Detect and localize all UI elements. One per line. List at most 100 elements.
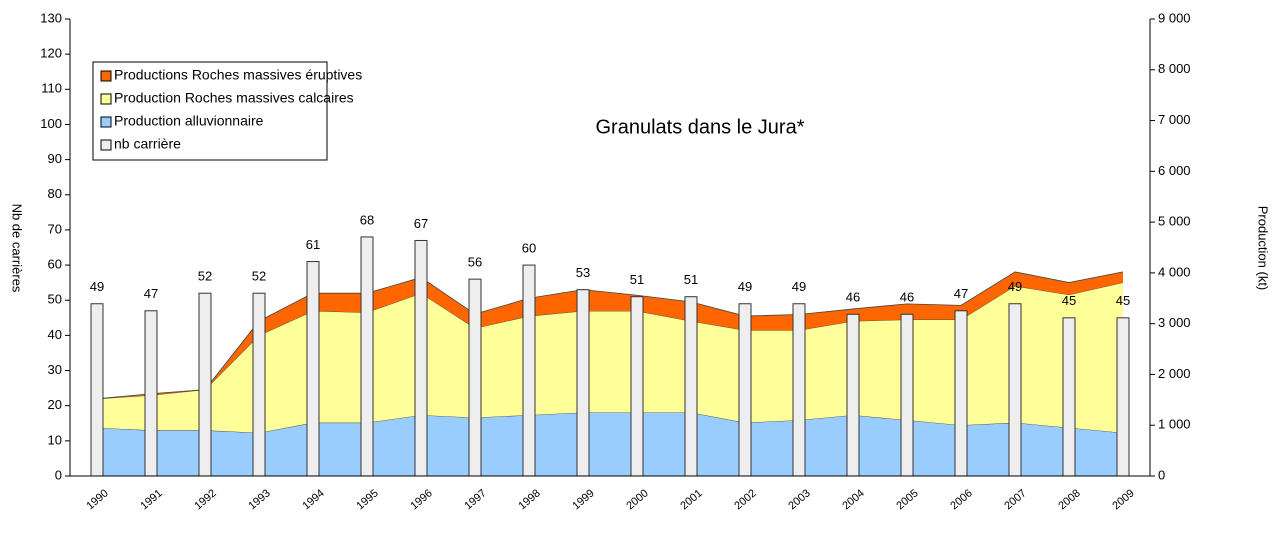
x-tick-label: 2002	[732, 487, 758, 512]
y2-tick-label: 1 000	[1158, 417, 1191, 432]
y-tick-label: 110	[41, 81, 62, 96]
x-tick-label: 1995	[354, 487, 380, 512]
legend-swatch	[100, 70, 112, 82]
x-tick-label: 1992	[192, 487, 218, 512]
bar	[360, 236, 374, 477]
x-tick-label: 1994	[300, 487, 326, 512]
x-tick-label: 2003	[786, 487, 812, 512]
x-tick-label: 2008	[1056, 487, 1082, 512]
bar	[738, 303, 752, 477]
y-axis-title: Nb de carrières	[10, 204, 25, 293]
bar-label: 49	[738, 279, 752, 294]
y2-tick-label: 9 000	[1158, 10, 1191, 25]
y-tick-label: 20	[48, 397, 62, 412]
x-tick-label: 1999	[570, 487, 596, 512]
y2-tick-label: 8 000	[1158, 61, 1191, 76]
bar-label: 46	[846, 290, 860, 305]
bar	[1062, 317, 1076, 477]
legend-swatch	[100, 116, 112, 128]
x-tick-label: 1990	[84, 487, 110, 512]
y-tick-label: 120	[40, 46, 62, 61]
bar-label: 60	[522, 241, 536, 256]
bar	[414, 239, 428, 477]
bar	[684, 296, 698, 477]
y-tick-label: 10	[48, 432, 62, 447]
y-tick-label: 90	[48, 151, 62, 166]
bar	[900, 313, 914, 477]
y-tick-label: 30	[48, 362, 62, 377]
bar-label: 49	[1008, 279, 1022, 294]
area-fill	[97, 282, 1123, 433]
y-tick-label: 0	[55, 467, 62, 482]
x-tick-label: 2007	[1002, 487, 1028, 512]
area-fill	[97, 271, 1123, 399]
y-tick-label: 100	[40, 116, 62, 131]
bar-label: 46	[900, 290, 914, 305]
bar-label: 45	[1116, 293, 1130, 308]
y-tick-label: 60	[48, 257, 62, 272]
bar	[306, 261, 320, 477]
chart-title: Granulats dans le Jura*	[595, 116, 804, 138]
bar-label: 52	[198, 269, 212, 284]
x-tick-label: 1991	[138, 487, 164, 512]
bar	[252, 292, 266, 477]
legend-label: Production Roches massives calcaires	[114, 90, 354, 106]
bar	[1116, 317, 1130, 477]
bar-label: 45	[1062, 293, 1076, 308]
bar	[468, 278, 482, 477]
legend-label: Productions Roches massives éruptives	[114, 67, 362, 83]
bar	[144, 310, 158, 477]
bar-label: 47	[954, 286, 968, 301]
y2-tick-label: 7 000	[1158, 112, 1191, 127]
bar-label: 61	[306, 237, 320, 252]
x-tick-label: 2005	[894, 487, 920, 512]
x-tick-label: 2000	[624, 487, 650, 512]
bar-label: 53	[576, 265, 590, 280]
x-tick-label: 1996	[408, 487, 434, 512]
bar-label: 56	[468, 255, 482, 270]
area-fill	[97, 412, 1123, 476]
bar-label: 67	[414, 216, 428, 231]
bar	[576, 289, 590, 477]
x-tick-label: 1993	[246, 487, 272, 512]
x-tick-label: 2006	[948, 487, 974, 512]
x-tick-label: 2001	[678, 487, 704, 512]
bar-label: 52	[252, 269, 266, 284]
legend-label: Production alluvionnaire	[114, 113, 264, 129]
y2-tick-label: 3 000	[1158, 315, 1191, 330]
area-line	[96, 271, 1124, 400]
y-tick-label: 40	[48, 327, 62, 342]
bar	[792, 303, 806, 477]
y-tick-label: 70	[48, 221, 62, 236]
bar-label: 49	[90, 279, 104, 294]
y2-tick-label: 4 000	[1158, 264, 1191, 279]
bar	[954, 310, 968, 477]
legend-box	[92, 61, 328, 161]
bar	[90, 303, 104, 477]
y2-tick-label: 6 000	[1158, 163, 1191, 178]
bar	[630, 296, 644, 477]
y-tick-label: 80	[48, 186, 62, 201]
x-tick-label: 2004	[840, 487, 866, 512]
bar	[522, 264, 536, 477]
y-tick-label: 50	[48, 292, 62, 307]
x-tick-label: 1997	[462, 487, 488, 512]
bar-label: 51	[630, 272, 644, 287]
bar	[198, 292, 212, 477]
bar-label: 49	[792, 279, 806, 294]
x-tick-label: 1998	[516, 487, 542, 512]
bar	[846, 313, 860, 477]
y2-tick-label: 2 000	[1158, 366, 1191, 381]
y2-tick-label: 5 000	[1158, 214, 1191, 229]
y2-axis-title: Production (kt)	[1256, 206, 1271, 291]
bar	[1008, 303, 1022, 477]
y-tick-label: 130	[40, 10, 62, 25]
legend-label: nb carrière	[114, 136, 181, 152]
legend-swatch	[100, 93, 112, 105]
bar-label: 68	[360, 212, 374, 227]
bar-label: 47	[144, 286, 158, 301]
x-tick-label: 2009	[1110, 487, 1136, 512]
legend-swatch	[100, 139, 112, 151]
y2-tick-label: 0	[1158, 467, 1165, 482]
